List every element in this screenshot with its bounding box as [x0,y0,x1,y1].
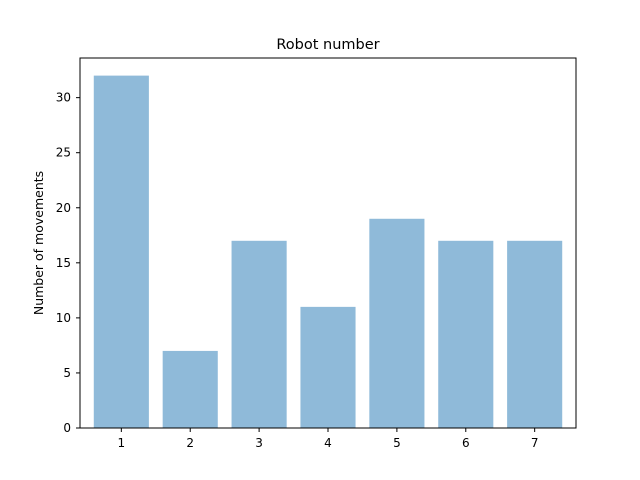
x-axis-ticks: 1 2 3 4 5 6 7 [118,428,539,450]
bar-5 [369,218,425,428]
bars-group [93,75,563,428]
y-tick-label-5: 5 [63,366,71,380]
bar-7 [507,240,563,428]
x-tick-label-1: 1 [118,436,126,450]
y-tick-label-0: 0 [63,421,71,435]
bar-2 [162,350,218,428]
chart-title: Robot number [276,37,379,53]
y-tick-label-20: 20 [56,201,71,215]
bar-4 [300,306,356,428]
y-tick-label-10: 10 [56,311,71,325]
x-tick-label-4: 4 [324,436,332,450]
y-tick-label-15: 15 [56,256,71,270]
y-tick-label-30: 30 [56,91,71,105]
y-axis-ticks: 0 5 10 15 20 25 30 [56,91,80,435]
y-tick-label-25: 25 [56,146,71,160]
bar-6 [438,240,494,428]
x-tick-label-5: 5 [393,436,401,450]
x-tick-label-2: 2 [186,436,194,450]
bar-1 [93,75,149,428]
bar-3 [231,240,287,428]
x-tick-label-7: 7 [531,436,539,450]
x-tick-label-6: 6 [462,436,470,450]
x-tick-label-3: 3 [255,436,263,450]
y-axis-label: Number of movements [31,171,46,315]
